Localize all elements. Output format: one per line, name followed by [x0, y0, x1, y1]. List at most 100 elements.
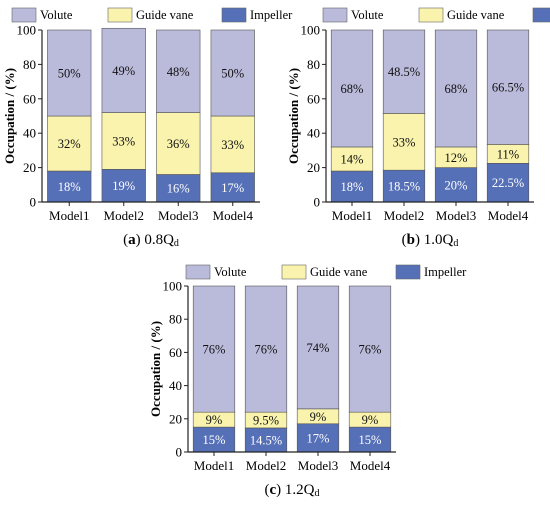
x-tick-label-model3: Model3: [298, 458, 338, 473]
panel-caption: (b) 1.0Qd: [402, 232, 459, 249]
bar-impeller-model2: [101, 169, 146, 203]
bar-volute-model2: [382, 29, 426, 114]
data-label-guide-vane-model4: 11%: [497, 147, 519, 161]
y-tick-label-100: 100: [163, 279, 183, 294]
data-label-impeller-model3: 16%: [167, 182, 190, 196]
data-label-impeller-model2: 18.5%: [388, 180, 420, 194]
data-label-volute-model1: 50%: [58, 67, 81, 81]
y-tick-label-0: 0: [314, 195, 321, 210]
data-label-volute-model2: 48.5%: [388, 65, 420, 79]
y-tick-label-20: 20: [23, 160, 36, 175]
y-tick-label-0: 0: [30, 195, 37, 210]
bar-volute-model4: [486, 29, 530, 145]
data-label-guide-vane-model4: 33%: [221, 138, 244, 152]
bar-guide-vane-model3: [156, 112, 201, 175]
bar-impeller-model1: [47, 170, 92, 203]
y-tick-label-60: 60: [307, 91, 320, 106]
y-tick-label-40: 40: [23, 126, 36, 141]
y-tick-label-80: 80: [23, 57, 36, 72]
x-tick-label-model4: Model4: [350, 458, 391, 473]
legend-swatch-volute: [11, 7, 37, 23]
bar-volute-model4: [348, 285, 392, 413]
data-label-guide-vane-model1: 32%: [58, 137, 81, 151]
y-tick-label-0: 0: [176, 445, 183, 460]
data-label-volute-model1: 76%: [203, 343, 226, 357]
legend-label-impeller: Impeller: [250, 8, 293, 22]
y-tick-label-100: 100: [17, 23, 37, 38]
data-label-guide-vane-model2: 33%: [112, 134, 135, 148]
x-tick-label-model3: Model3: [158, 208, 198, 223]
data-label-guide-vane-model2: 9.5%: [253, 414, 279, 428]
bar-guide-vane-model1: [330, 146, 374, 172]
bar-impeller-model3: [296, 423, 340, 453]
bar-volute-model2: [101, 27, 146, 113]
legend-swatch-volute: [322, 7, 348, 23]
y-tick-label-80: 80: [169, 312, 182, 327]
x-tick-label-model1: Model1: [49, 208, 89, 223]
panel-caption: (c) 1.2Qd: [265, 482, 320, 499]
bar-volute-model1: [330, 29, 374, 148]
legend-label-guide-vane: Guide vane: [310, 265, 368, 279]
chart-panel-3: Volute Guide vane Impeller 15% 9% 76% Model1 14…: [148, 264, 467, 499]
x-tick-label-model1: Model1: [332, 208, 372, 223]
data-label-volute-model2: 49%: [112, 64, 135, 78]
y-tick-label-40: 40: [169, 378, 182, 393]
y-tick-label-60: 60: [169, 345, 182, 360]
bar-volute-model2: [244, 285, 288, 413]
bar-guide-vane-model2: [382, 113, 426, 171]
legend-label-impeller: Impeller: [424, 265, 467, 279]
bar-volute-model3: [296, 285, 340, 410]
x-tick-label-model2: Model2: [104, 208, 144, 223]
chart-panel-1: Volute Guide vane Impeller 18% 32% 50% Model1 1…: [2, 7, 293, 249]
y-tick-label-100: 100: [301, 23, 321, 38]
legend-swatch-guide-vane: [281, 264, 307, 280]
x-tick-label-model4: Model4: [213, 208, 254, 223]
bar-guide-vane-model4: [210, 115, 255, 174]
y-tick-label-20: 20: [307, 160, 320, 175]
data-label-guide-vane-model4: 9%: [362, 413, 379, 427]
legend-swatch-guide-vane: [418, 7, 444, 23]
data-label-impeller-model4: 17%: [221, 181, 244, 195]
data-label-impeller-model3: 20%: [445, 178, 468, 192]
y-axis-label: Occupation / (%): [2, 68, 17, 164]
data-label-impeller-model1: 18%: [58, 180, 81, 194]
bar-volute-model4: [210, 29, 255, 117]
y-tick-label-20: 20: [169, 411, 182, 426]
data-label-volute-model1: 68%: [341, 82, 364, 96]
legend-label-guide-vane: Guide vane: [136, 8, 194, 22]
x-tick-label-model2: Model2: [384, 208, 424, 223]
data-label-impeller-model2: 19%: [112, 179, 135, 193]
y-tick-label-40: 40: [307, 126, 320, 141]
data-label-impeller-model4: 22.5%: [492, 176, 524, 190]
bar-impeller-model2: [382, 169, 426, 203]
legend-swatch-volute: [185, 264, 211, 280]
data-label-volute-model4: 50%: [221, 67, 244, 81]
legend-label-volute: Volute: [40, 8, 73, 22]
data-label-volute-model3: 48%: [167, 65, 190, 79]
legend-label-guide-vane: Guide vane: [447, 8, 505, 22]
y-tick-label-60: 60: [23, 91, 36, 106]
bar-impeller-model4: [486, 163, 530, 203]
data-label-guide-vane-model3: 36%: [167, 137, 190, 151]
data-label-impeller-model3: 17%: [307, 431, 330, 445]
data-label-impeller-model1: 15%: [203, 433, 226, 447]
legend-swatch-impeller: [221, 7, 247, 23]
data-label-guide-vane-model1: 14%: [341, 153, 364, 167]
data-label-guide-vane-model2: 33%: [393, 135, 416, 149]
bar-impeller-model3: [156, 174, 201, 203]
bar-guide-vane-model2: [101, 112, 146, 170]
bar-guide-vane-model1: [47, 115, 92, 172]
y-tick-label-80: 80: [307, 57, 320, 72]
legend-label-volute: Volute: [214, 265, 247, 279]
data-label-impeller-model1: 18%: [341, 180, 364, 194]
bar-volute-model1: [47, 29, 92, 117]
x-tick-label-model1: Model1: [194, 458, 234, 473]
legend-swatch-impeller: [395, 264, 421, 280]
legend-swatch-guide-vane: [107, 7, 133, 23]
data-label-volute-model2: 76%: [255, 343, 278, 357]
bar-volute-model3: [156, 29, 201, 113]
data-label-volute-model3: 74%: [307, 341, 330, 355]
data-label-guide-vane-model1: 9%: [206, 413, 223, 427]
x-tick-label-model2: Model2: [246, 458, 286, 473]
